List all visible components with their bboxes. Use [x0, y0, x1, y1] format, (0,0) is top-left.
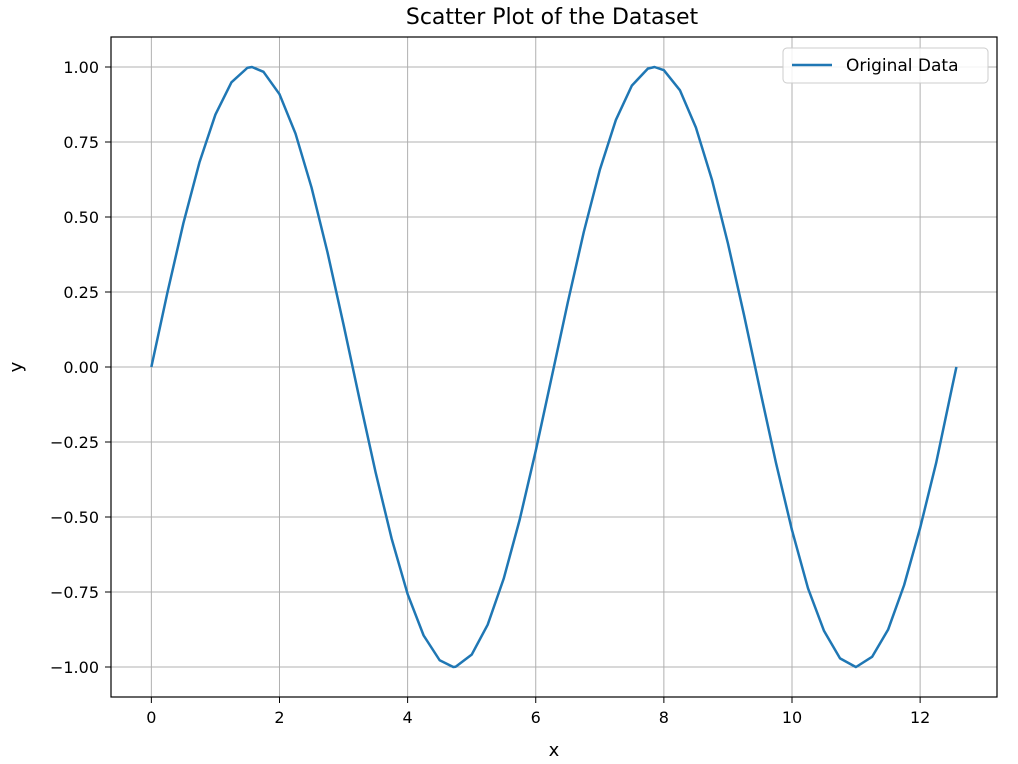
legend: Original Data [782, 47, 989, 84]
x-tick-label: 0 [146, 708, 156, 727]
chart-title: Scatter Plot of the Dataset [406, 5, 699, 30]
y-tick-label: −0.75 [50, 583, 99, 602]
y-tick-label: 0.00 [63, 358, 99, 377]
y-tick-label: 0.75 [63, 133, 99, 152]
y-tick-label: 0.50 [63, 208, 99, 227]
legend-box [782, 47, 989, 84]
x-tick-label: 10 [782, 708, 802, 727]
x-tick-label: 4 [403, 708, 413, 727]
x-tick-label: 2 [274, 708, 284, 727]
x-axis-label: x [549, 740, 560, 761]
y-tick-label: −1.00 [50, 658, 99, 677]
x-tick-label: 6 [531, 708, 541, 727]
x-tick-label: 8 [659, 708, 669, 727]
x-tick-label: 12 [910, 708, 930, 727]
y-tick-label: 1.00 [63, 58, 99, 77]
y-tick-label: 0.25 [63, 283, 99, 302]
legend-label-original-data: Original Data [846, 56, 959, 76]
ticks: 0 2 4 6 8 10 12 −1.00 −0.75 −0.50 −0.25 0.00 0.25 0.5… [50, 58, 930, 727]
series-layer [150, 65, 958, 669]
series-line-original-data [150, 65, 958, 669]
y-axis-label: y [6, 361, 27, 372]
y-tick-label: −0.25 [50, 433, 99, 452]
y-tick-label: −0.50 [50, 508, 99, 527]
